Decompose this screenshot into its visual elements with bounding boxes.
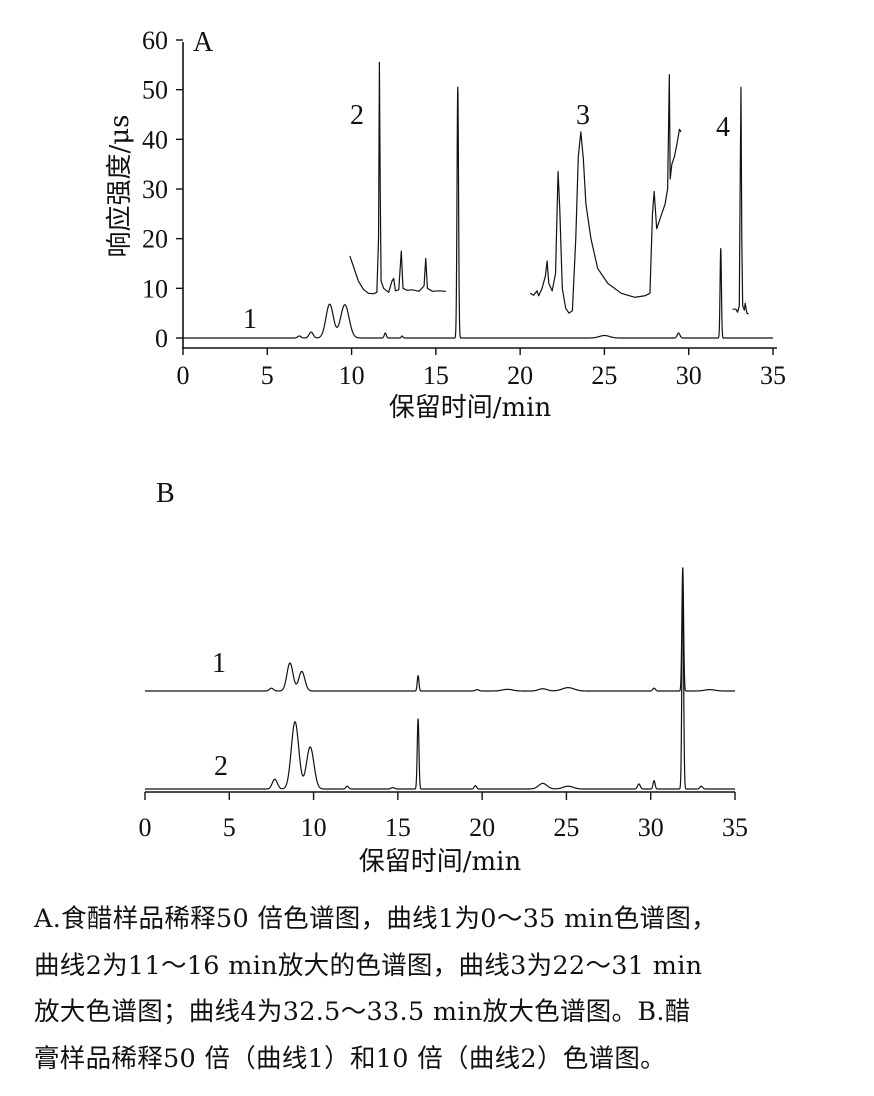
- panel-b: B 0 5 10 15 20 25 30 35 保留时间/min 1 2: [139, 478, 749, 877]
- series-line-a-1: [182, 86, 774, 339]
- panel-a-label: A: [193, 27, 214, 58]
- series-line-b-2: [144, 581, 736, 790]
- x-tick-label: 15: [423, 361, 449, 390]
- x-tick-label: 5: [261, 361, 274, 390]
- series-line-b-1: [144, 567, 736, 692]
- curve-label-a-3: 3: [576, 100, 590, 131]
- curve-label-b-1: 1: [212, 648, 226, 679]
- x-tick-label: 20: [507, 361, 533, 390]
- x-tick-label: 0: [177, 361, 190, 390]
- x-tick-label: 20: [469, 813, 495, 842]
- caption-line: 膏样品稀释50 倍（曲线1）和10 倍（曲线2）色谱图。: [34, 1043, 666, 1074]
- panel-a-y-axis-title: 响应强度/μs: [105, 114, 135, 257]
- panel-a-series: [182, 61, 774, 339]
- curve-label-b-2: 2: [214, 751, 228, 782]
- x-tick-label: 10: [301, 813, 327, 842]
- panel-b-x-axis-title: 保留时间/min: [359, 847, 522, 877]
- y-tick-label: 10: [142, 274, 168, 303]
- panel-a-y-ticks: 0 10 20 30 40 50 60: [142, 26, 183, 353]
- series-line-a-2: [349, 61, 447, 295]
- x-tick-label: 5: [223, 813, 236, 842]
- x-tick-label: 25: [591, 361, 617, 390]
- panel-b-label: B: [156, 478, 175, 509]
- x-tick-label: 35: [722, 813, 748, 842]
- panel-a-x-ticks: 0 5 10 15 20 25 30 35: [177, 348, 786, 390]
- caption-line: 放大色谱图；曲线4为32.5～33.5 min放大色谱图。B.醋: [34, 997, 691, 1027]
- y-tick-label: 20: [142, 225, 168, 254]
- caption-line: A.食醋样品稀释50 倍色谱图，曲线1为0～35 min色谱图，: [34, 904, 717, 934]
- x-tick-label: 15: [385, 813, 411, 842]
- y-tick-label: 30: [142, 175, 168, 204]
- curve-label-a-2: 2: [350, 100, 364, 131]
- panel-a-x-axis-title: 保留时间/min: [389, 393, 552, 423]
- x-tick-label: 30: [638, 813, 664, 842]
- y-tick-label: 40: [142, 125, 168, 154]
- x-tick-label: 25: [553, 813, 579, 842]
- x-tick-label: 0: [139, 813, 152, 842]
- x-tick-label: 30: [676, 361, 702, 390]
- panel-b-series: [144, 567, 736, 790]
- x-tick-label: 35: [760, 361, 786, 390]
- y-tick-label: 60: [142, 26, 168, 55]
- figure-caption: A.食醋样品稀释50 倍色谱图，曲线1为0～35 min色谱图， 曲线2为11～…: [34, 896, 864, 1082]
- series-line-a-4: [732, 86, 749, 315]
- y-tick-label: 50: [142, 76, 168, 105]
- caption-line: 曲线2为11～16 min放大的色谱图，曲线3为22～31 min: [34, 950, 703, 981]
- curve-label-a-1: 1: [243, 304, 257, 335]
- y-tick-label: 0: [155, 324, 168, 353]
- panel-b-x-ticks: 0 5 10 15 20 25 30 35: [139, 792, 748, 842]
- x-tick-label: 10: [339, 361, 365, 390]
- series-line-a-3: [529, 74, 682, 314]
- curve-label-a-4: 4: [716, 112, 730, 143]
